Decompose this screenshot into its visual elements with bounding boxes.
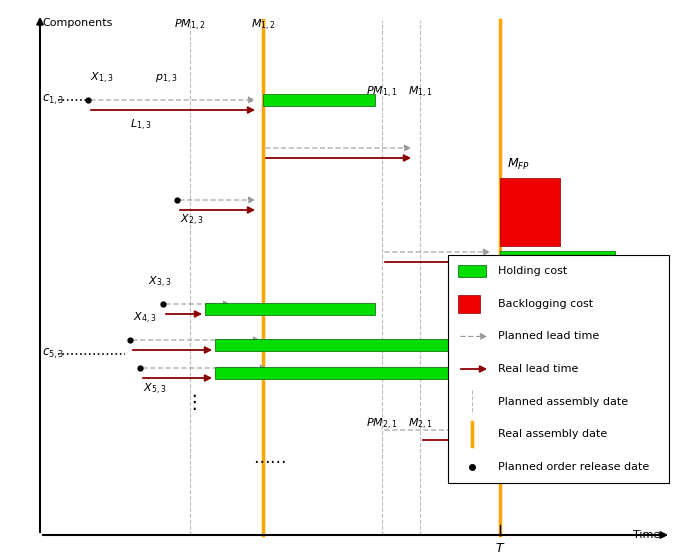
Text: Backlogging cost: Backlogging cost <box>498 299 593 309</box>
Text: $PM_{2,1}$: $PM_{2,1}$ <box>366 417 398 432</box>
Bar <box>215 339 500 351</box>
Bar <box>500 251 615 263</box>
Bar <box>500 178 560 246</box>
Text: Real lead time: Real lead time <box>498 364 578 374</box>
Text: $PM_{1,1}$: $PM_{1,1}$ <box>366 85 398 100</box>
Text: Holding cost: Holding cost <box>498 266 567 276</box>
Text: Planned assembly date: Planned assembly date <box>498 396 628 406</box>
Bar <box>458 295 480 313</box>
Text: $\cdots\cdots$: $\cdots\cdots$ <box>253 451 287 469</box>
Bar <box>458 266 486 277</box>
Text: $M_{2,1}$: $M_{2,1}$ <box>408 417 432 432</box>
Text: $c_{1,3}$: $c_{1,3}$ <box>42 93 65 107</box>
Text: $X_{2,3}$: $X_{2,3}$ <box>180 213 204 228</box>
Text: Real assembly date: Real assembly date <box>498 429 607 439</box>
Text: $X_{4,3}$: $X_{4,3}$ <box>133 311 157 326</box>
Text: $p_{1,3}$: $p_{1,3}$ <box>155 73 177 86</box>
Bar <box>263 94 375 106</box>
Text: $M_{FP}$: $M_{FP}$ <box>507 157 530 172</box>
Text: Planned lead time: Planned lead time <box>498 331 599 342</box>
Text: Time: Time <box>633 530 660 540</box>
Bar <box>215 367 500 379</box>
Text: $L_{1,3}$: $L_{1,3}$ <box>130 118 151 133</box>
Text: $X_{1,3}$: $X_{1,3}$ <box>90 71 113 86</box>
Text: Components: Components <box>42 18 112 28</box>
Text: $X_{3,3}$: $X_{3,3}$ <box>148 275 172 290</box>
Text: $\vdots$: $\vdots$ <box>184 392 196 412</box>
Text: Planned order release date: Planned order release date <box>498 462 649 472</box>
Text: $T$: $T$ <box>495 542 505 555</box>
Text: $X_{5,3}$: $X_{5,3}$ <box>143 382 166 397</box>
Text: $M_{1,2}$: $M_{1,2}$ <box>251 18 275 33</box>
Text: $c_{5,3}$: $c_{5,3}$ <box>42 347 65 361</box>
Text: $PM_{1,2}$: $PM_{1,2}$ <box>174 18 206 33</box>
Bar <box>448 255 669 483</box>
Text: $M_{1,1}$: $M_{1,1}$ <box>408 85 432 100</box>
Bar <box>205 303 375 315</box>
